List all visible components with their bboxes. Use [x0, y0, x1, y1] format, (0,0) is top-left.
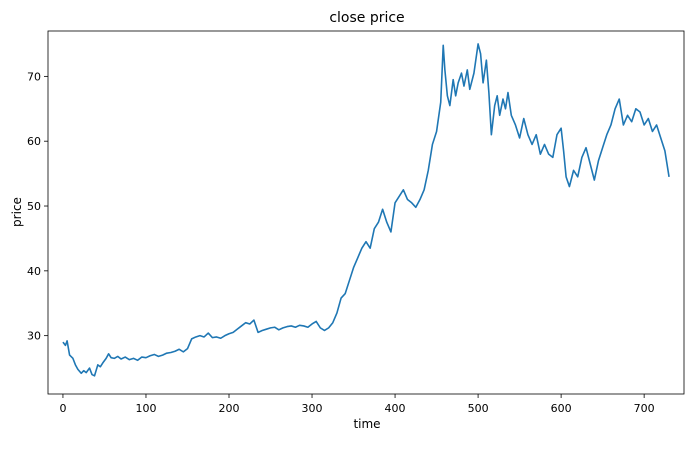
- x-tick-label: 700: [634, 402, 655, 415]
- x-axis-label: time: [353, 417, 380, 431]
- plot-frame: [47, 30, 685, 395]
- y-tick-label: 70: [27, 70, 41, 83]
- x-tick-label: 500: [468, 402, 489, 415]
- y-axis-label: price: [10, 197, 24, 227]
- x-tick-label: 100: [135, 402, 156, 415]
- y-tick-label: 30: [27, 330, 41, 343]
- chart-title: close price: [329, 10, 404, 26]
- y-tick-label: 50: [27, 200, 41, 213]
- x-tick-label: 600: [551, 402, 572, 415]
- x-axis-ticks: 0 100 200 300 400 500 600 700: [59, 394, 655, 415]
- y-tick-label: 40: [27, 265, 41, 278]
- price-series-line: [62, 43, 670, 377]
- x-tick-label: 200: [219, 402, 240, 415]
- plot-area: [47, 30, 685, 395]
- x-tick-label: 0: [59, 402, 66, 415]
- y-axis-ticks: 30 40 50 60 70: [27, 70, 48, 343]
- y-tick-label: 60: [27, 135, 41, 148]
- x-tick-label: 400: [385, 402, 406, 415]
- x-tick-label: 300: [302, 402, 323, 415]
